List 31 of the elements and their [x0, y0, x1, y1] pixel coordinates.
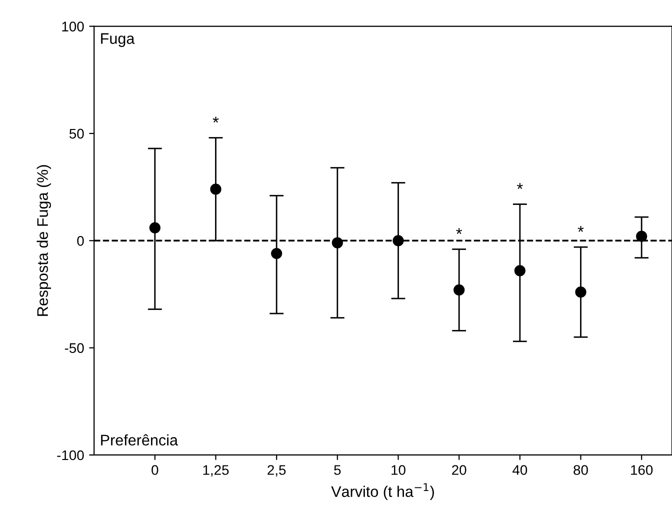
point: [575, 286, 586, 298]
x-tick-label: 10: [392, 465, 406, 475]
point: [271, 248, 282, 260]
x-tick-label: 20: [452, 465, 466, 475]
point: [210, 184, 222, 195]
annotation: *: [578, 226, 584, 232]
annotation: Fuga: [101, 33, 135, 47]
point: [149, 222, 160, 234]
y-axis-title: Resposta de Fuga (%): [36, 165, 52, 316]
annotation: *: [212, 116, 219, 123]
x-tick-label: 40: [512, 465, 528, 475]
annotation: *: [516, 183, 523, 190]
annotation: Preferência: [101, 434, 178, 446]
y-tick-label: -50: [64, 343, 84, 353]
x-tick-label: 5: [334, 465, 341, 475]
y-tick-label: 50: [69, 128, 84, 139]
y-tick-label: -100: [57, 450, 84, 460]
point: [636, 230, 648, 242]
x-axis-title: Varvito (t ha$^{−1}$): [331, 483, 434, 500]
x-tick-label: 0: [152, 465, 158, 475]
x-tick-label: 80: [574, 465, 588, 475]
point: [332, 237, 343, 248]
x-tick-label: 160: [631, 465, 653, 475]
point: [454, 284, 465, 296]
y-tick-label: 100: [62, 22, 84, 32]
x-tick-label: 2,5: [268, 465, 286, 477]
point: [514, 265, 526, 276]
point: [392, 235, 404, 246]
x-tick-label: 1,25: [203, 465, 229, 477]
y-tick-label: 0: [77, 236, 84, 246]
annotation: *: [456, 228, 462, 234]
